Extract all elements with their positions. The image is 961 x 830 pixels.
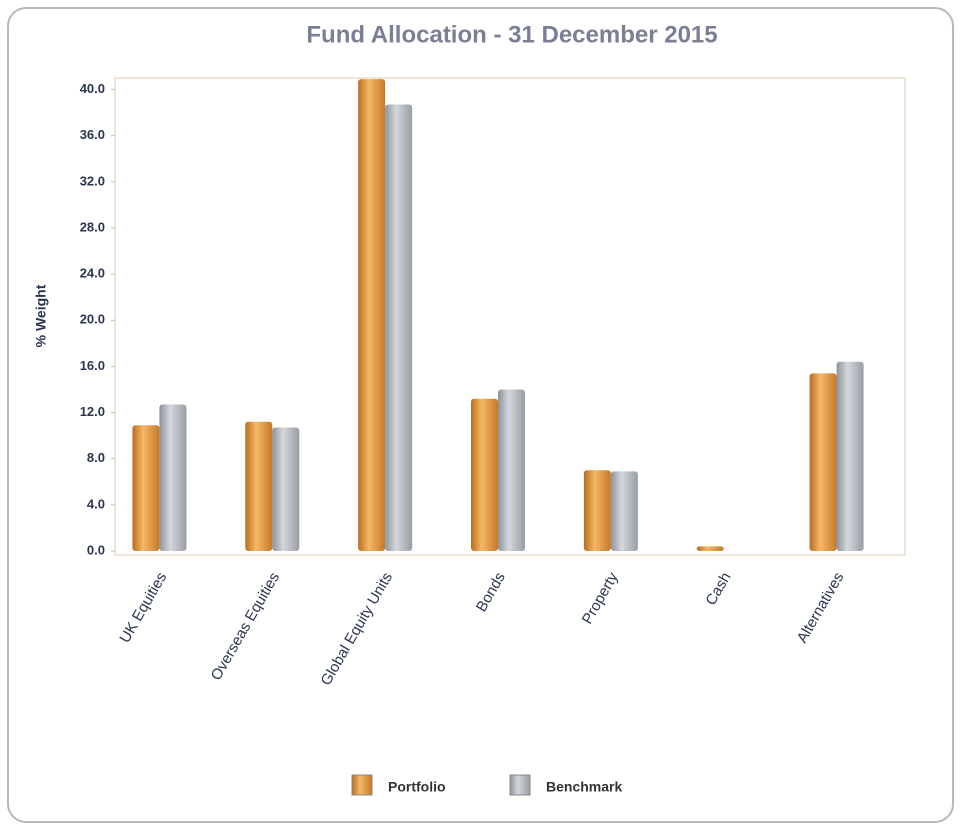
bar <box>245 421 273 551</box>
y-tick-label: 4.0 <box>87 496 105 511</box>
y-tick-label: 32.0 <box>80 173 105 188</box>
bar <box>385 104 413 551</box>
bar <box>610 471 638 551</box>
y-tick-label: 28.0 <box>80 219 105 234</box>
y-tick-label: 24.0 <box>80 266 105 281</box>
legend-swatch <box>351 774 373 796</box>
bar <box>358 79 386 551</box>
bar <box>809 373 837 551</box>
bar <box>498 389 525 551</box>
plot-area <box>114 77 906 556</box>
legend-swatch <box>509 774 531 796</box>
y-tick-label: 40.0 <box>80 81 105 96</box>
bar <box>583 470 611 551</box>
bar <box>696 546 724 551</box>
y-tick-label: 0.0 <box>87 542 105 557</box>
legend-label: Benchmark <box>546 779 622 795</box>
y-tick-label: 8.0 <box>87 450 105 465</box>
bar <box>272 427 300 551</box>
legend-label: Portfolio <box>388 779 446 795</box>
bar <box>836 361 864 551</box>
y-tick-label: 12.0 <box>80 404 105 419</box>
y-tick-label: 20.0 <box>80 312 105 327</box>
bar <box>159 404 187 551</box>
y-tick-label: 16.0 <box>80 358 105 373</box>
bar <box>132 425 160 551</box>
chart-title: Fund Allocation - 31 December 2015 <box>306 21 717 48</box>
bar <box>471 398 498 551</box>
y-tick-label: 36.0 <box>80 127 105 142</box>
y-axis-label: % Weight <box>33 284 49 347</box>
